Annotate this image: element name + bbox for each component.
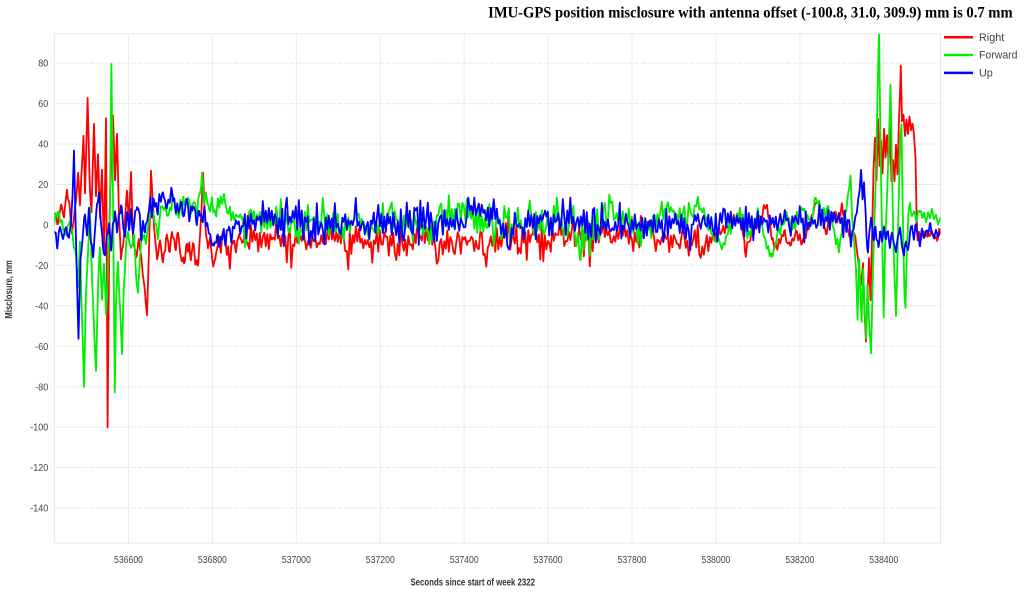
svg-text:0: 0 — [43, 221, 48, 232]
svg-text:536800: 536800 — [198, 555, 227, 566]
svg-text:-120: -120 — [30, 463, 48, 474]
svg-text:-100: -100 — [30, 423, 48, 434]
svg-text:Up: Up — [979, 68, 993, 80]
svg-text:Forward: Forward — [979, 50, 1018, 62]
svg-text:-80: -80 — [35, 382, 48, 393]
svg-text:-40: -40 — [35, 301, 48, 312]
svg-text:538200: 538200 — [785, 555, 814, 566]
svg-text:60: 60 — [38, 99, 48, 110]
svg-text:-140: -140 — [30, 504, 48, 515]
svg-text:20: 20 — [38, 180, 48, 191]
svg-text:537600: 537600 — [534, 555, 563, 566]
svg-text:536600: 536600 — [114, 555, 143, 566]
svg-text:538000: 538000 — [701, 555, 730, 566]
svg-text:Misclosure, mm: Misclosure, mm — [4, 260, 15, 318]
svg-text:Seconds since start of week 23: Seconds since start of week 2322 — [410, 578, 535, 589]
svg-text:-60: -60 — [35, 342, 48, 353]
svg-text:80: 80 — [38, 59, 48, 70]
svg-text:-20: -20 — [35, 261, 48, 272]
svg-text:IMU-GPS position misclosure wi: IMU-GPS position misclosure with antenna… — [488, 4, 1013, 21]
svg-text:40: 40 — [38, 140, 48, 151]
svg-text:537000: 537000 — [282, 555, 311, 566]
svg-text:538400: 538400 — [869, 555, 898, 566]
svg-text:537200: 537200 — [366, 555, 395, 566]
svg-text:537800: 537800 — [618, 555, 647, 566]
svg-text:537400: 537400 — [450, 555, 479, 566]
svg-text:Right: Right — [979, 32, 1004, 44]
